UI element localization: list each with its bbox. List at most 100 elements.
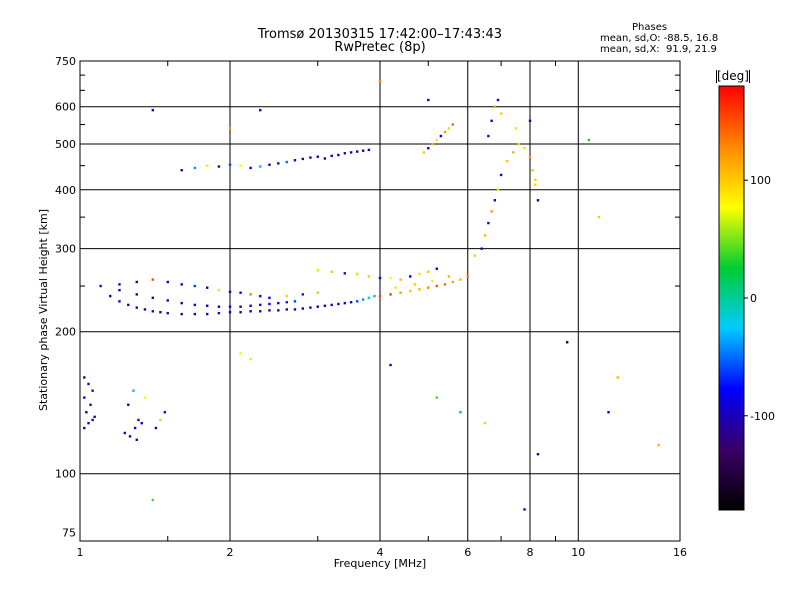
data-point [466,275,469,278]
data-point [511,151,515,154]
data-point [163,411,167,414]
y-tick-label: 200 [55,326,76,339]
data-point [239,164,242,167]
data-point [616,376,619,379]
colorbar-tick-label: 0 [750,292,757,305]
data-point [523,146,526,150]
data-point [514,127,518,130]
data-point [239,305,242,308]
data-point [217,305,221,308]
data-point [217,288,221,292]
data-point [166,299,169,302]
data-point [151,108,155,112]
data-point [83,426,86,430]
data-point [337,153,340,157]
data-point [427,270,430,273]
y-axis-label: Stationary phase Virtual Height [km] [37,208,50,412]
data-point [490,210,493,213]
phases-summary: Phases mean, sd,O: -88.5, 16.8 mean, sd,… [600,22,750,55]
data-point [399,278,402,281]
data-point [193,303,197,307]
data-point [133,426,137,430]
x-tick-label: 4 [377,546,384,559]
data-point [443,283,447,286]
data-point [249,357,252,361]
data-point [483,421,487,425]
plot-frame [79,60,681,542]
data-point [330,303,333,307]
data-point [135,280,138,284]
data-point [451,123,455,126]
data-point [367,296,371,300]
data-point [118,288,121,292]
data-point [132,389,135,392]
data-point [343,152,347,155]
data-point [83,396,86,399]
phases-x-stats: mean, sd,X: 91.9, 21.9 [600,44,717,55]
data-point [505,159,509,163]
data-point [293,300,297,303]
data-point [487,134,490,138]
data-point [459,278,462,281]
data-point [389,276,392,280]
data-point [259,310,262,313]
data-point [151,296,155,300]
data-point [413,283,417,286]
data-point [285,160,288,164]
data-point [127,303,130,307]
data-point [355,150,359,153]
data-point [409,289,412,293]
data-point [239,311,242,314]
data-point [443,130,447,134]
data-point [151,278,155,281]
data-point [301,307,305,310]
data-point [330,154,333,158]
data-point [528,155,532,158]
data-point [135,438,138,442]
data-point [217,311,221,315]
data-point [587,138,591,142]
data-point [435,284,438,288]
data-point [239,352,242,355]
data-point [151,498,155,502]
data-point [118,283,121,286]
data-point [439,134,443,138]
x-tick-label: 6 [464,546,471,559]
data-point [249,293,252,296]
data-point [378,276,382,280]
data-point [268,302,271,306]
data-point [309,306,312,309]
data-point [193,284,197,288]
data-point [523,508,526,511]
data-point [277,162,280,165]
data-point [367,275,371,278]
data-point [249,304,252,307]
data-point [361,149,365,152]
data-point [431,142,434,146]
data-point [135,293,138,296]
x-tick-label: 8 [527,546,534,559]
data-point [137,418,140,422]
y-tick-label: 75 [62,527,76,540]
data-point [343,301,347,305]
data-point [480,247,483,250]
data-point [316,291,319,294]
data-point [418,288,421,291]
data-point [180,169,183,172]
data-point [528,119,532,123]
data-point [349,151,353,154]
y-tick-label: 300 [55,243,76,256]
y-tick-label: 100 [55,468,76,481]
data-point [499,112,503,115]
data-point [205,286,209,289]
data-point [228,127,232,130]
data-point [127,403,130,406]
data-point [657,443,660,447]
data-point [193,166,197,170]
data-point [180,312,183,316]
data-point [301,157,305,161]
data-point [259,303,262,307]
phases-o-stats: mean, sd,O: -88.5, 16.8 [600,33,719,44]
